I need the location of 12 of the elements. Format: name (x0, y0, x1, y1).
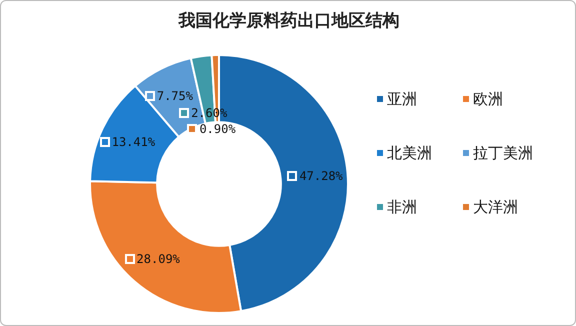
data-label: 47.28% (299, 168, 343, 183)
legend-label: 拉丁美洲 (472, 143, 534, 163)
legend-label: 非洲 (386, 197, 418, 217)
data-label: 28.09% (136, 252, 180, 266)
data-label: 7.75% (156, 88, 193, 103)
data-label: 0.90% (199, 122, 236, 136)
chart-title: 我国化学原料药出口地区结构 (177, 10, 400, 32)
legend-label: 北美洲 (386, 143, 433, 163)
legend-label: 欧洲 (472, 89, 504, 109)
legend-label: 亚洲 (386, 89, 418, 109)
data-label: 13.41% (112, 134, 156, 149)
legend-label: 大洋洲 (472, 197, 519, 217)
